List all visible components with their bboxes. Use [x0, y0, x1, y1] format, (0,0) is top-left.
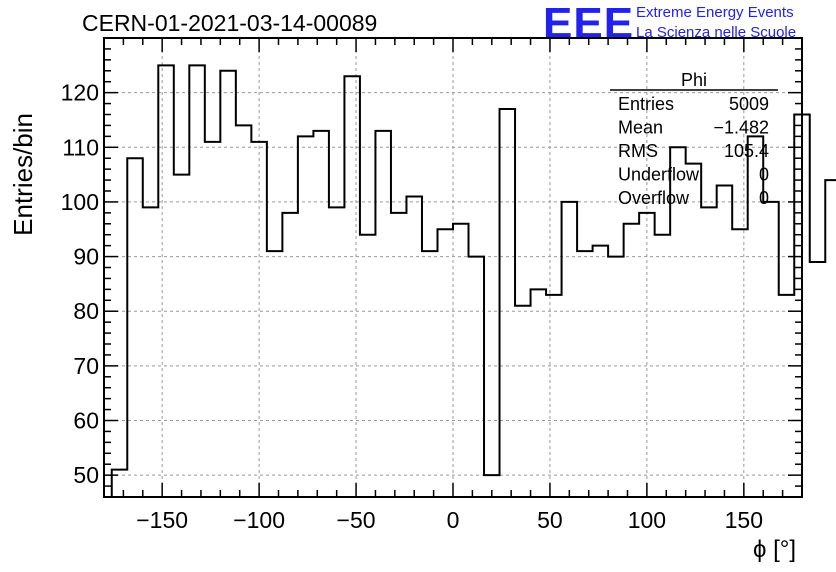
axis-tick-labels: −150 −100 −50 0 50 100 150 50 60 70 80 90 100 110 120 — [61, 80, 763, 533]
histogram-bin — [825, 180, 836, 497]
histogram-bin — [344, 76, 360, 497]
stats-value: 0 — [759, 165, 769, 185]
histogram-bin — [500, 109, 516, 497]
histogram-bin — [779, 295, 795, 497]
y-tick-label: 60 — [73, 408, 99, 434]
axis-ticks — [103, 37, 803, 498]
histogram-bin — [717, 186, 733, 497]
stats-label: Mean — [618, 118, 663, 138]
histogram-bin — [469, 257, 485, 497]
x-tick-label: −50 — [337, 507, 376, 533]
histogram-bin — [655, 235, 671, 497]
histogram-bin — [298, 136, 314, 497]
histogram-bin — [143, 207, 159, 497]
histogram-bin — [158, 65, 174, 497]
y-tick-label: 50 — [73, 462, 99, 488]
histogram-bin — [624, 224, 640, 497]
histogram-outline — [110, 64, 836, 497]
y-tick-label: 80 — [73, 298, 99, 324]
y-tick-label: 110 — [62, 134, 99, 160]
stats-label: Overflow — [618, 188, 690, 208]
x-tick-label: −100 — [233, 507, 285, 533]
histogram-bin — [251, 142, 267, 497]
histogram-bin — [608, 257, 624, 497]
stats-value: 5009 — [729, 94, 769, 114]
x-tick-label: 0 — [447, 507, 460, 533]
histogram-bin — [670, 147, 686, 497]
histogram-bin — [577, 251, 593, 497]
x-tick-label: 50 — [537, 507, 563, 533]
histogram-bin — [375, 131, 391, 497]
histogram-bin — [639, 213, 655, 497]
logo-subtitle-line1: Extreme Energy Events — [636, 4, 794, 21]
histogram-bin — [515, 306, 531, 497]
histogram-bin — [686, 164, 702, 497]
histogram-bin — [220, 71, 236, 497]
histogram-bin — [763, 202, 779, 497]
stats-value: 0 — [759, 188, 769, 208]
histogram-bin — [360, 235, 376, 497]
logo-subtitle-line2: La Scienza nelle Scuole — [636, 24, 797, 41]
stats-label: Entries — [618, 94, 674, 114]
histogram-bin — [313, 131, 329, 497]
histogram-bin — [531, 289, 547, 497]
histogram-bin — [748, 136, 764, 497]
histogram-bin — [282, 213, 298, 497]
histogram-bin — [562, 202, 578, 497]
y-tick-label: 90 — [73, 244, 99, 270]
x-tick-label: 100 — [628, 507, 666, 533]
histogram-bin — [236, 125, 252, 497]
grid-lines — [104, 38, 802, 497]
y-tick-label: 120 — [61, 80, 99, 106]
stats-value: 105.4 — [724, 141, 769, 161]
chart-title: CERN-01-2021-03-14-00089 — [82, 10, 378, 36]
histogram-bin — [701, 207, 717, 497]
histogram-bin — [422, 251, 438, 497]
histogram-bin — [546, 295, 562, 497]
stats-label: RMS — [618, 141, 658, 161]
x-axis-label: ϕ [°] — [753, 536, 797, 563]
stats-box-title: Phi — [681, 70, 707, 90]
histogram-bin — [484, 475, 500, 497]
histogram-bin — [174, 175, 190, 497]
stats-value: −1.482 — [713, 118, 769, 138]
histogram-bin — [437, 229, 453, 497]
histogram-bin — [127, 158, 143, 497]
y-tick-label: 70 — [73, 353, 99, 379]
x-tick-label: 150 — [725, 507, 763, 533]
stats-label: Underflow — [618, 165, 700, 185]
histogram-bin — [189, 65, 205, 497]
histogram-bin — [453, 224, 469, 497]
y-tick-label: 100 — [61, 189, 99, 215]
histogram-bin — [794, 115, 810, 498]
histogram-bin — [593, 246, 609, 497]
histogram-bin — [329, 207, 345, 497]
x-tick-label: −150 — [136, 507, 188, 533]
histogram-bin — [406, 196, 422, 497]
histogram-bin — [267, 251, 283, 497]
histogram-bin — [112, 470, 128, 497]
histogram-bin — [391, 213, 407, 497]
histogram-bin — [732, 229, 748, 497]
stats-box: Phi Entries 5009 Mean −1.482 RMS 105.4 Underflo… — [610, 70, 778, 208]
histogram-bin — [205, 142, 221, 497]
histogram-bin — [810, 262, 826, 497]
